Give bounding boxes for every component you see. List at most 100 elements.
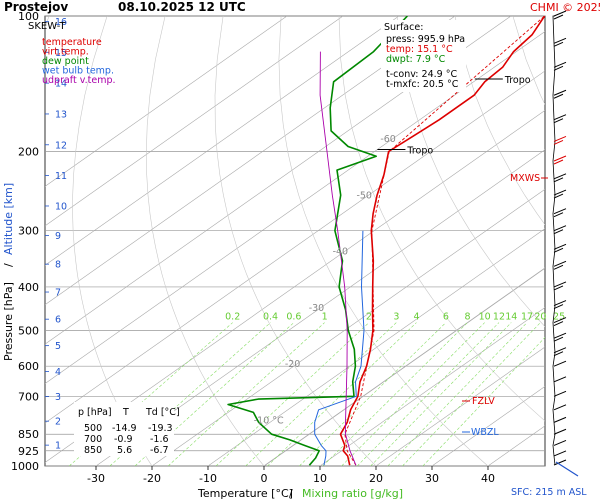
wind-barb (553, 135, 567, 142)
ylabel-altitude: Altitude [km] (2, 183, 15, 255)
isotherm-label: -60 (380, 134, 396, 145)
isotherm-line (319, 307, 545, 466)
mixing-ratio-line (167, 322, 325, 466)
altitude-tick-label: 4 (55, 367, 61, 378)
wind-barb (553, 404, 567, 411)
mixing-ratio-line (267, 322, 417, 466)
wind-barb (553, 114, 567, 121)
legend-item: wet bulb temp. (42, 66, 114, 77)
mixing-ratio-label: 6 (443, 312, 449, 323)
table-row-t: 5.6 (117, 445, 132, 456)
wind-barb (553, 304, 564, 310)
wind-barb (553, 65, 564, 71)
mixing-ratio-label: 1 (322, 312, 328, 323)
wind-barb (553, 93, 564, 99)
wind-barb (553, 264, 564, 270)
mixing-ratio-line (387, 322, 528, 466)
surface-title: Surface: (384, 22, 423, 33)
pressure-tick-label: 300 (18, 225, 39, 238)
wind-barb (553, 459, 567, 466)
pressure-tick-label: 1000 (11, 460, 39, 473)
mixing-ratio-label: 20 (534, 312, 546, 323)
wind-barb (553, 177, 564, 183)
wind-barb (553, 159, 564, 165)
pressure-tick-label: 200 (18, 145, 39, 158)
mixing-ratio-line (402, 322, 541, 466)
mixing-ratio-line (322, 322, 468, 466)
isotherm-line (431, 386, 545, 466)
altitude-tick-label: 6 (55, 315, 61, 326)
wind-barb (553, 229, 564, 235)
wind-barb (553, 450, 567, 457)
ylabel-separator: / (2, 263, 15, 267)
temperature-tick-label: 20 (369, 472, 383, 485)
isotherm-label: -30 (309, 303, 325, 314)
mixing-ratio-label: 0.4 (263, 312, 278, 323)
wind-barb (553, 336, 564, 342)
series-layer (227, 16, 545, 466)
mixing-ratio-label: 10 (479, 312, 491, 323)
table-header-p: p [hPa] (78, 407, 112, 418)
isotherm-line (45, 109, 545, 463)
surface-tmxfc: t-mxfc: 20.5 °C (386, 79, 459, 90)
mixing-ratio-line (422, 336, 545, 466)
mixing-ratio-label: 17 (521, 312, 533, 323)
surface-tconv: t-conv: 24.9 °C (386, 69, 457, 80)
wind-barb (553, 332, 567, 339)
series-group (227, 16, 545, 466)
chart-title-station: Prostejov (4, 0, 68, 14)
xlabel-separator: / (289, 487, 293, 500)
isotherm-line (375, 346, 545, 466)
wind-barb (553, 61, 567, 68)
surface-dwpt: dwpt: 7.9 °C (386, 54, 446, 65)
wind-barb (553, 351, 564, 357)
mixing-ratio-label: 8 (464, 312, 470, 323)
temperature-tick-label: -30 (87, 472, 105, 485)
altitude-tick-label: 9 (55, 231, 61, 242)
fzlv-label: FZLV (472, 396, 495, 407)
surface-wind-arrow (555, 461, 579, 477)
temperature-tick-label: -10 (199, 472, 217, 485)
wind-barb (553, 347, 567, 354)
temperature-tick-label: 30 (425, 472, 439, 485)
mixing-ratio-label: 2 (366, 312, 372, 323)
pressure-tick-label: 400 (18, 281, 39, 294)
altitude-tick-label: 12 (55, 140, 67, 151)
wind-barb (553, 37, 567, 44)
mixing-ratio-label: 14 (505, 312, 517, 323)
mixing-ratio-label: 0.2 (225, 312, 240, 323)
table-row-p: 850 (84, 445, 102, 456)
wind-barb (553, 428, 567, 435)
altitude-tick-label: 10 (55, 201, 67, 212)
isotherm-line (45, 16, 288, 187)
wind-barb (553, 360, 567, 367)
wind-barb (553, 208, 567, 215)
temperature-tick-label: -20 (143, 472, 161, 485)
isotherm-label: -20 (285, 359, 301, 370)
wind-barb (553, 14, 564, 20)
pressure-tick-label: 600 (18, 360, 39, 373)
table-row-td: -6.7 (150, 445, 169, 456)
wind-barb (553, 139, 564, 145)
altitude-tick-label: 1 (55, 441, 61, 452)
table-row-td: -19.3 (148, 423, 173, 434)
dry-adiabat (214, 16, 377, 466)
legend-item: dew point (42, 56, 89, 67)
wind-barb (553, 439, 567, 446)
table-row-td: -1.6 (150, 434, 169, 445)
isotherm-line (45, 16, 344, 227)
pressure-tick-label: 500 (18, 325, 39, 338)
isotherm-line (45, 16, 400, 266)
mixing-ratio-label: 4 (413, 312, 419, 323)
pressure-tick-label: 925 (18, 445, 39, 458)
ylabel-pressure: Pressure [hPa] (2, 282, 15, 361)
legend-title: SKEW-T (28, 21, 66, 32)
surface-press: press: 995.9 hPa (386, 34, 465, 45)
sfc-label: SFC: 215 m ASL (511, 487, 587, 498)
altitude-tick-label: 3 (55, 392, 61, 403)
series-updraft-virtual-temperature (319, 51, 357, 466)
mixing-ratio-label: 12 (493, 312, 505, 323)
wind-barb (553, 118, 564, 124)
table-row-p: 700 (84, 434, 102, 445)
xlabel-temperature: Temperature [°C] (197, 487, 293, 500)
